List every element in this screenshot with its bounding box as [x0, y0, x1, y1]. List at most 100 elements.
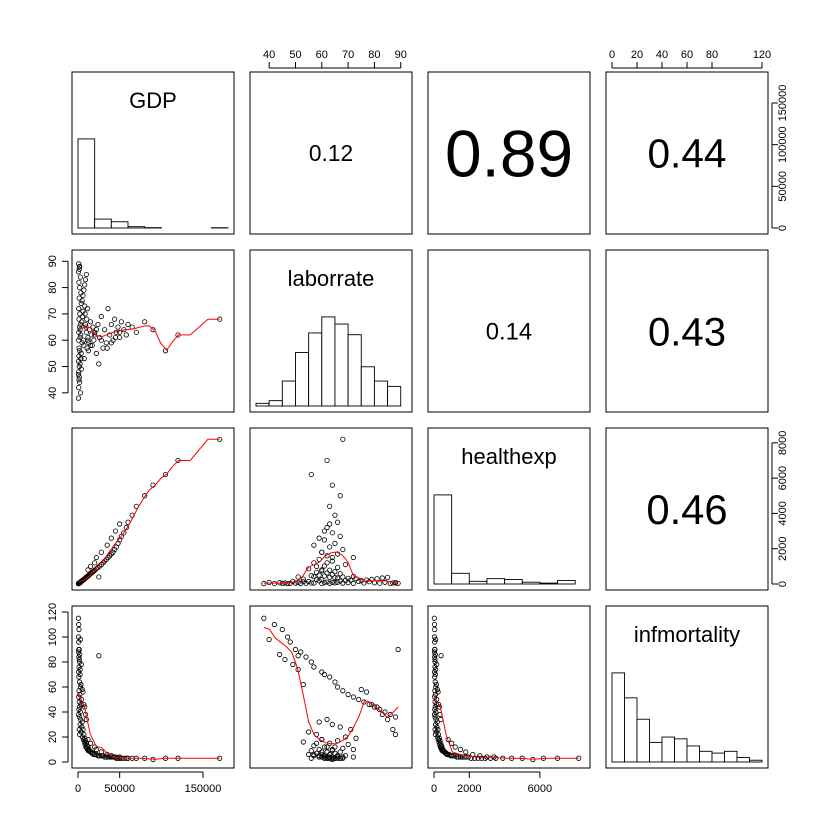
panel-laborrate-GDP — [71, 249, 235, 413]
scatter-point — [108, 535, 114, 541]
scatter-point — [76, 679, 83, 685]
scatter-point — [76, 646, 82, 653]
scatter-point — [340, 745, 346, 751]
scatter-point — [95, 753, 101, 759]
panel-GDP-laborrate: 0.12 — [249, 71, 413, 235]
scatter-point — [77, 274, 83, 280]
scatter-point — [432, 688, 438, 694]
scatter-point — [77, 579, 83, 586]
scatter-point — [87, 342, 94, 349]
histogram-bar — [711, 752, 725, 763]
panel-border — [427, 249, 591, 413]
scatter-point — [308, 573, 314, 579]
axis-tick-label: 0 — [47, 759, 59, 765]
scatter-point — [105, 306, 111, 312]
scatter-point — [117, 521, 123, 527]
scatter-point — [436, 735, 442, 741]
panel-content — [433, 494, 576, 585]
scatter-point — [457, 746, 464, 753]
scatter-point — [79, 298, 85, 304]
panel-border — [427, 71, 591, 235]
scatter-point — [484, 754, 490, 760]
scatter-point — [104, 542, 110, 548]
scatter-point — [432, 731, 439, 738]
scatter-point — [98, 749, 104, 755]
scatter-point — [92, 567, 98, 573]
scatter-point — [327, 567, 333, 573]
scatter-point — [295, 574, 301, 580]
axis-tick-label: 120 — [47, 603, 59, 621]
panel-content — [261, 615, 401, 763]
scatter-point — [311, 751, 317, 758]
histogram-bar — [486, 578, 506, 585]
panel-content — [261, 436, 401, 587]
scatter-point — [300, 739, 306, 745]
scatter-point — [463, 754, 469, 760]
scatter-point — [316, 753, 322, 759]
scatter-point — [308, 580, 314, 586]
scatter-point — [162, 471, 169, 478]
scatter-point — [463, 749, 469, 755]
scatter-point — [78, 332, 84, 338]
scatter-point — [334, 755, 341, 761]
scatter-point — [76, 306, 82, 312]
scatter-point — [324, 524, 330, 531]
axis-tick-label: 40 — [263, 49, 275, 61]
histogram-bar — [624, 697, 638, 763]
scatter-point — [76, 316, 82, 322]
scatter-point — [298, 649, 304, 655]
scatter-point — [431, 615, 437, 621]
scatter-point — [340, 688, 346, 694]
histogram-bar — [433, 494, 453, 585]
histogram-bar — [347, 334, 362, 407]
smoother-line — [433, 696, 579, 760]
scatter-point — [369, 701, 375, 708]
scatter-point — [432, 721, 439, 728]
histogram-bar — [636, 718, 650, 763]
scatter-point — [334, 575, 341, 581]
histogram-bar — [686, 745, 700, 763]
axis-tick-label: 90 — [395, 49, 407, 61]
scatter-point — [431, 669, 438, 675]
scatter-point — [77, 666, 83, 673]
scatter-point — [337, 749, 343, 755]
scatter-point — [77, 731, 83, 738]
axis-tick-label: 4000 — [777, 501, 789, 525]
scatter-point — [329, 721, 335, 728]
scatter-point — [319, 669, 325, 675]
scatter-point — [78, 300, 84, 306]
scatter-point — [108, 321, 114, 328]
scatter-point — [76, 714, 83, 720]
scatter-point — [308, 755, 314, 761]
scatter-point — [87, 563, 94, 569]
scatter-point — [387, 711, 393, 718]
panel-infmortality-GDP — [71, 605, 235, 769]
scatter-point — [353, 735, 359, 741]
scatter-point — [76, 384, 82, 391]
axis-tick-label: 150000 — [777, 85, 789, 122]
panel-content — [611, 672, 763, 763]
axis-tick-label: 60 — [681, 49, 693, 61]
scatter-point — [345, 741, 351, 748]
scatter-point — [435, 701, 442, 708]
scatter-point — [93, 554, 99, 561]
scatter-point — [98, 313, 104, 320]
scatter-point — [327, 580, 333, 586]
histogram-bar — [373, 380, 389, 407]
scatter-point — [90, 569, 96, 575]
scatter-point — [78, 661, 84, 668]
scatter-point — [77, 704, 83, 710]
scatter-point — [95, 564, 101, 571]
variable-name-label: infmortality — [634, 622, 740, 647]
histogram-bar — [127, 226, 146, 229]
scatter-point — [432, 726, 438, 733]
histogram-bar — [736, 757, 750, 763]
scatter-point — [75, 649, 82, 655]
panel-border — [605, 71, 769, 235]
scatter-point — [266, 636, 272, 643]
histogram-bar — [539, 582, 558, 585]
scatter-point — [477, 753, 483, 759]
scatter-point — [77, 671, 83, 678]
histogram-bar — [281, 380, 296, 407]
panel-border — [427, 427, 591, 591]
